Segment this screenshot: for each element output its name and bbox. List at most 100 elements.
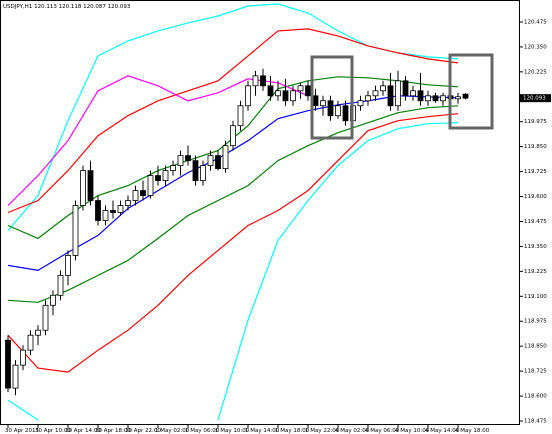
y-tick-label: 118.850 [524, 344, 547, 350]
candle-body [297, 85, 304, 92]
candle-body [35, 329, 41, 336]
candle-body [252, 75, 259, 87]
candle-body [20, 349, 26, 366]
y-tick-label: 119.725 [524, 169, 547, 175]
candle-body [27, 334, 34, 351]
candle-body [395, 80, 401, 107]
candle-body [57, 274, 64, 296]
y-tick-label: 118.975 [524, 319, 547, 325]
candle-body [440, 95, 446, 102]
candle-body [87, 170, 94, 201]
price-label: 120.093 [523, 96, 546, 102]
y-tick-label: 118.475 [524, 419, 547, 425]
indicator-line [7, 28, 459, 214]
candle-body [342, 105, 349, 122]
x-tick-label: 1 May 06:00 [185, 428, 220, 434]
plot [5, 3, 469, 421]
highlight-box [310, 55, 354, 140]
last-high: 120.118 [59, 4, 82, 10]
candle-body [365, 95, 371, 102]
candle-body [12, 364, 19, 389]
candle-body [42, 304, 49, 331]
candle-body [432, 95, 439, 102]
y-tick-label: 119.850 [524, 144, 547, 150]
last-low: 120.087 [83, 4, 106, 10]
candle-body [387, 85, 394, 107]
indicator-line [7, 113, 459, 373]
price-label-box [520, 94, 551, 103]
candle-body [417, 90, 424, 102]
x-tick-label: 1 May 22:00 [305, 428, 340, 434]
x-tick-label: 4 May 14:00 [425, 428, 460, 434]
y-tick-label: 119.100 [524, 294, 547, 300]
y-tick-label: 118.725 [524, 369, 547, 375]
candle-body [5, 339, 11, 389]
plot-frame [0, 0, 520, 425]
candle-body [72, 205, 79, 256]
x-tick-label: 4 May 10:00 [395, 428, 430, 434]
candle-body [290, 90, 296, 102]
candle-body [185, 155, 191, 162]
x-tick-label: 1 May 02:00 [155, 428, 190, 434]
x-tick-label: 30 Apr 10:00 [35, 428, 71, 434]
x-tick-label: 1 May 10:00 [215, 428, 250, 434]
x-tick-label: 4 May 18:00 [455, 428, 490, 434]
candle-body [177, 155, 184, 167]
candle-body [170, 165, 176, 172]
candle-body [237, 105, 244, 127]
y-tick-label: 119.475 [524, 219, 547, 225]
y-tick-label: 120.225 [524, 69, 547, 75]
indicator-line [7, 122, 459, 421]
chart-header: USDJPY,H1 120.113 120.118 120.087 120.09… [3, 4, 131, 10]
candle-body [207, 155, 214, 167]
candle-body [372, 90, 379, 97]
candle-body [402, 80, 409, 97]
candle-body [312, 95, 319, 107]
candle-body [462, 93, 469, 99]
candle-body [110, 210, 116, 213]
x-tick-label: 30 Apr 18:00 [95, 428, 131, 434]
x-tick-label: 30 Apr 22:00 [125, 428, 161, 434]
highlight-box [448, 53, 494, 130]
candle-body [275, 90, 281, 97]
candle-body [200, 165, 206, 181]
y-tick-label: 119.350 [524, 244, 547, 250]
symbol: USDJPY,H1 [3, 4, 32, 10]
last-open: 120.113 [34, 4, 57, 10]
candle-body [50, 294, 56, 306]
candle-body [357, 100, 364, 107]
x-tick-label: 4 May 02:00 [335, 428, 370, 434]
y-tick-label: 120.350 [524, 44, 547, 50]
last-close: 120.093 [108, 4, 131, 10]
x-tick-label: 1 May 18:00 [275, 428, 310, 434]
x-tick-label: 30 Apr 14:00 [65, 428, 101, 434]
candle-body [192, 160, 199, 181]
candle-body [155, 175, 161, 181]
candle-body [117, 205, 124, 213]
candle-body [65, 254, 71, 276]
candle-body [230, 125, 236, 147]
candle-body [425, 95, 431, 102]
x-tick-label: 30 Apr 2015 [5, 428, 40, 434]
candle-body [260, 75, 266, 87]
candle-body [222, 145, 229, 170]
candle-body [245, 85, 251, 107]
candle-body [267, 85, 274, 97]
y-tick-label: 119.975 [524, 119, 547, 125]
candle-body [335, 105, 341, 117]
indicator-line [7, 105, 459, 303]
candle-body [327, 100, 334, 117]
candle-body [125, 200, 131, 206]
candle-body [140, 190, 146, 196]
candle-body [215, 155, 221, 170]
x-tick-label: 4 May 06:00 [365, 428, 400, 434]
candle-body [102, 210, 109, 221]
candle-body [132, 190, 139, 201]
candle-body [305, 85, 311, 97]
candle-body [147, 175, 154, 196]
candle-body [95, 200, 101, 221]
candle-body [380, 85, 386, 92]
y-tick-label: 120.475 [524, 19, 547, 25]
candle-body [80, 170, 86, 206]
